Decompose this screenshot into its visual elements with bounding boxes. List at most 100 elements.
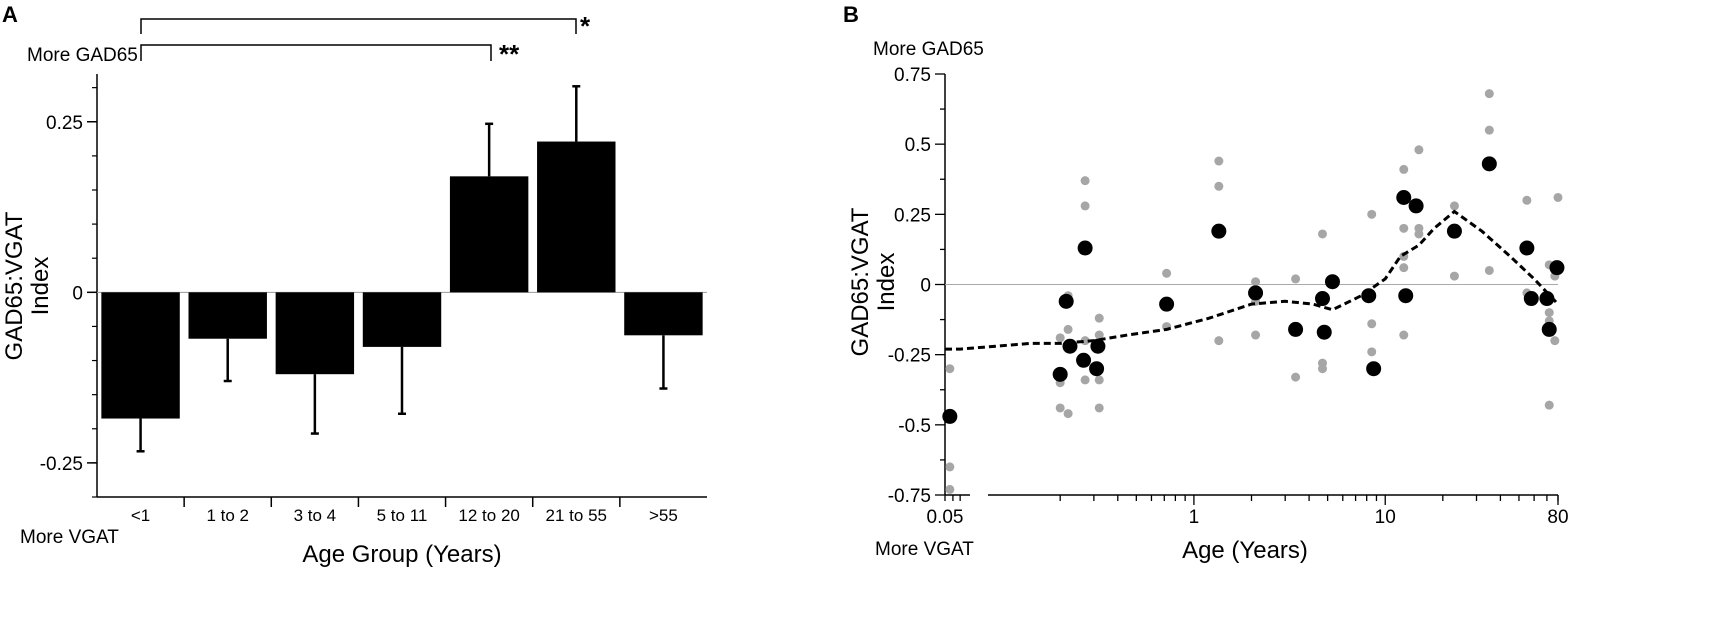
panel-b-gray-point [1214, 336, 1224, 346]
panel-b-gray-point [1214, 181, 1224, 191]
panel-b-mean-point [1089, 361, 1105, 377]
panel-b-gray-point [1055, 333, 1065, 343]
panel-b-mean-point [1446, 223, 1462, 239]
panel-b-x-tick-label: 1 [1189, 507, 1200, 528]
panel-b-mean-point [1549, 260, 1565, 276]
panel-b-mean-point [1361, 288, 1377, 304]
panel-b-gray-point [1449, 201, 1459, 211]
panel-b-xlabel: Age (Years) [1182, 537, 1308, 564]
panel-b-gray-point [1544, 400, 1554, 410]
panel-b-mean-point [1523, 291, 1539, 307]
panel-b-gray-point [1367, 209, 1377, 219]
panel-b-top-note: More GAD65 [873, 39, 984, 60]
panel-b-gray-point [1484, 265, 1494, 275]
panel-b-mean-point [1396, 189, 1412, 205]
panel-b-y-tick-label: 0.25 [894, 205, 931, 226]
panel-a-y-tick-label: 0.25 [46, 113, 83, 134]
panel-b-gray-point [1553, 192, 1563, 202]
panel-b-mean-point [1288, 321, 1304, 337]
panel-b-mean-point [1058, 293, 1074, 309]
panel-a-category-label: 21 to 55 [546, 506, 607, 525]
panel-b-gray-point [1399, 164, 1409, 174]
panel-b-gray-point [945, 364, 955, 374]
panel-a-letter: A [2, 2, 18, 27]
panel-a-bar [537, 141, 616, 293]
panel-b-gray-point [1094, 375, 1104, 385]
panel-b-gray-point [1251, 330, 1261, 340]
panel-b-mean-point [1159, 296, 1175, 312]
panel-b-gray-point [1399, 330, 1409, 340]
panel-a-ylabel-line2: Index [27, 257, 54, 316]
panel-b-gray-point [1317, 229, 1327, 239]
panel-a-bar [362, 292, 442, 347]
panel-b-mean-point [1539, 291, 1555, 307]
bracket-star [140, 18, 577, 34]
panel-b-mean-point [1398, 288, 1414, 304]
panel-b-gray-point [1484, 89, 1494, 99]
panel-a-top-note: More GAD65 [27, 45, 138, 66]
panel-b-gray-point [1550, 336, 1560, 346]
panel-b-mean-point [1062, 338, 1078, 354]
panel-b-y-tick-label: 0 [920, 276, 931, 297]
panel-b-mean-point [1052, 366, 1068, 382]
panel-b-gray-point [1414, 229, 1424, 239]
panel-b-gray-point [1399, 263, 1409, 273]
panel-b-gray-point [1522, 195, 1532, 205]
panel-b-mean-point [942, 408, 958, 424]
panel-a-bar [101, 292, 180, 419]
panel-b-mean-point [1076, 352, 1092, 368]
panel-a-bar [449, 176, 529, 293]
panel-b-gray-point [1094, 313, 1104, 323]
panel-b-gray-point [1080, 375, 1090, 385]
panel-a-bottom-note: More VGAT [20, 527, 119, 548]
panel-b-mean-point [1519, 240, 1535, 256]
significance-label-single: * [580, 11, 591, 41]
panel-b-mean-point [1211, 223, 1227, 239]
panel-b-axes: 0.75 0.5 0.25 0 -0.25 -0.5 -0.750.05 1 10 80 [888, 65, 1569, 528]
panel-b-gray-point [1317, 364, 1327, 374]
panel-b-mean-point [1248, 285, 1264, 301]
panel-a-bar [188, 292, 267, 339]
panel-b-mean-point [1366, 361, 1382, 377]
panel-b-x-tick-label: 80 [1547, 507, 1568, 528]
panel-b-gray-point [945, 484, 955, 494]
panel-b-mean-point [1324, 274, 1340, 290]
significance-brackets: * ** [140, 11, 591, 69]
panel-a-category-label: 1 to 2 [206, 506, 249, 525]
panel-b-y-tick-label: -0.5 [898, 416, 931, 437]
panel-b-mean-point [1481, 156, 1497, 172]
panel-b: B More GAD65 More VGAT GAD65:VGAT Index … [843, 2, 1569, 564]
panel-b-gray-point [1063, 324, 1073, 334]
panel-b-gray-point [1449, 271, 1459, 281]
panel-a-category-label: 5 to 11 [377, 506, 428, 525]
panel-b-gray-point [1063, 409, 1073, 419]
panel-b-mean-point [1314, 291, 1330, 307]
panel-a-category-label: 12 to 20 [458, 506, 519, 525]
panel-a-bar [275, 292, 355, 375]
panel-b-gray-point [945, 462, 955, 472]
panel-b-gray-point [1080, 201, 1090, 211]
panel-b-gray-point [1251, 277, 1261, 287]
panel-b-points [942, 89, 1565, 494]
panel-b-gray-point [1367, 347, 1377, 357]
panel-b-x-tick-label: 0.05 [927, 507, 964, 528]
panel-a-bars [101, 85, 703, 453]
significance-label-double: ** [499, 39, 520, 69]
panel-b-trend-line [945, 209, 1560, 351]
panel-a-category-label: 3 to 4 [294, 506, 337, 525]
panel-b-y-tick-label: -0.25 [888, 346, 931, 367]
panel-b-bottom-note: More VGAT [875, 539, 974, 560]
panel-a-y-tick-label: -0.25 [40, 454, 83, 475]
panel-b-gray-point [1055, 403, 1065, 413]
panel-b-y-tick-label: 0.5 [905, 135, 931, 156]
panel-b-y-tick-label: -0.75 [888, 486, 931, 507]
panel-b-mean-point [1316, 324, 1332, 340]
panel-b-mean-point [1408, 198, 1424, 214]
panel-a-xlabel: Age Group (Years) [302, 541, 501, 568]
panel-b-mean-point [1077, 240, 1093, 256]
panel-b-y-tick-label: 0.75 [894, 65, 931, 86]
panel-b-ylabel-line1: GAD65:VGAT [847, 207, 874, 356]
panel-b-mean-point [1541, 321, 1557, 337]
panel-b-ylabel-line2: Index [873, 253, 900, 312]
